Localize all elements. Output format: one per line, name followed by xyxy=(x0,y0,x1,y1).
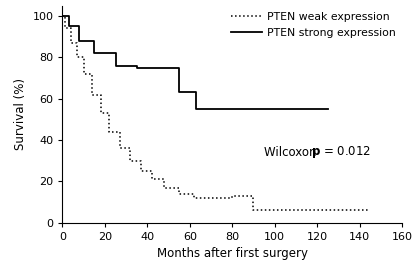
X-axis label: Months after first surgery: Months after first surgery xyxy=(157,247,308,260)
Text: $\bf{p}$ = 0.012: $\bf{p}$ = 0.012 xyxy=(311,144,371,160)
Y-axis label: Survival (%): Survival (%) xyxy=(14,78,27,150)
Legend: PTEN weak expression, PTEN strong expression: PTEN weak expression, PTEN strong expres… xyxy=(227,8,400,42)
Text: Wilcoxon: Wilcoxon xyxy=(264,146,324,159)
